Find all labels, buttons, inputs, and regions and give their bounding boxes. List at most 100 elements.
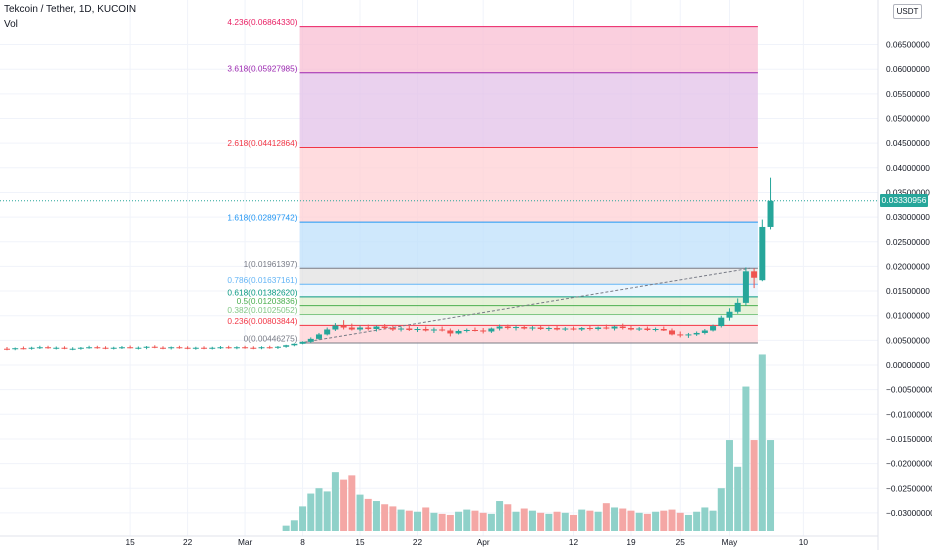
volume-bar [717,488,725,531]
candle-body [176,347,183,349]
candle-body [513,327,520,329]
candle-body [233,347,240,349]
fib-label-0.382: 0.382(0.01025052) [227,305,297,315]
volume-bar [397,509,405,531]
volume-indicator-label[interactable]: Vol [4,19,18,30]
candle-body [94,347,101,349]
fib-label-4.236: 4.236(0.06864330) [227,17,297,27]
candle-body [685,334,692,336]
volume-bar [750,440,758,531]
candle-body [751,271,758,278]
price-tick-label: −0.02500000 [886,483,932,493]
volume-bar [430,512,438,531]
candle-body [422,329,429,331]
volume-bar [734,466,742,531]
candle-body [324,329,331,335]
volume-bar [405,510,413,531]
price-tick-label: 0.05000000 [886,114,930,124]
volume-bar [463,509,471,531]
candle-body [135,347,142,349]
time-tick-label: 22 [183,537,193,547]
price-tick-label: −0.03000000 [886,508,932,518]
candle-body [307,338,314,342]
candle-body [545,328,552,330]
volume-bar [693,511,701,531]
candle-body [734,302,741,312]
volume-bar [569,514,577,531]
candle-body [53,347,60,349]
candle-body [61,347,68,349]
candle-body [381,326,388,329]
candle-body [586,328,593,330]
candle-body [12,348,19,350]
volume-bar [307,493,315,531]
candle-body [480,330,487,332]
volume-bar [602,503,610,531]
volume-bar [323,491,331,531]
candle-body [669,330,676,335]
candle-body [595,327,602,330]
volume-bar [414,511,421,531]
last-price-tag: 0.03330956 [880,194,928,208]
time-axis[interactable]: 15 22 Mar 8 15 22 Apr 12 19 25 May 10 [0,535,878,547]
candle-body [463,329,470,331]
candle-body [718,317,725,327]
fib-band-0.382 [299,314,758,326]
candle-body [28,347,35,349]
currency-unit-button[interactable]: USDT [893,4,922,19]
price-tick-label: −0.01000000 [886,409,932,419]
price-tick-label: 0.04000000 [886,163,930,173]
candle-body [332,325,339,330]
price-tick-label: 0.06000000 [886,64,930,74]
fib-band-2.618 [299,147,758,223]
candle-body [537,327,544,330]
volume-bar [290,520,298,531]
volume-bar [537,512,545,531]
volume-bar [767,440,775,531]
candle-body [201,347,208,349]
volume-bar [652,511,660,531]
candle-body [217,347,224,349]
fib-band-3.618 [299,72,758,148]
time-tick-label: 19 [626,537,636,547]
volume-bar [701,507,709,531]
volume-bar [586,510,594,531]
candle-body [496,326,503,329]
fibonacci-extension[interactable]: 4.236(0.06864330) 3.618(0.05927985) 2.618(… [227,17,758,344]
candle-body [192,347,199,349]
volume-bar [372,501,380,531]
candle-body [274,346,281,348]
fib-label-1: 1(0.01961397) [244,259,298,269]
volume-bar [389,506,397,531]
candle-body [340,325,347,328]
price-axis[interactable]: 0.06500000 0.06000000 0.05500000 0.05000000… [877,0,932,550]
volume-bar [364,498,372,531]
volume-bar [635,512,643,531]
volume-bar [561,512,569,531]
volume-bar [611,507,619,531]
candle-body [102,347,109,349]
volume-bar [315,488,323,531]
volume-bar [619,508,627,531]
candle-body [652,329,659,331]
volume-bar [758,354,766,531]
volume-bar [578,509,586,531]
candle-body [266,347,273,349]
candle-body [45,347,52,349]
candle-body [151,346,158,348]
candle-body [4,348,10,350]
volume-bar [594,511,602,531]
candle-body [660,329,667,331]
price-tick-label: −0.00500000 [886,385,932,395]
candle-body [299,341,306,344]
price-tick-label: −0.02000000 [886,459,932,469]
fib-band-0.236 [299,325,758,343]
chart-title: Tekcoin / Tether, 1D, KUCOIN [4,4,137,15]
candle-body [242,347,249,349]
price-tick-label: 0.01000000 [886,311,930,321]
candlesticks [0,177,878,351]
candle-body [127,347,134,349]
candle-body [636,328,643,330]
candle-body [430,329,437,331]
